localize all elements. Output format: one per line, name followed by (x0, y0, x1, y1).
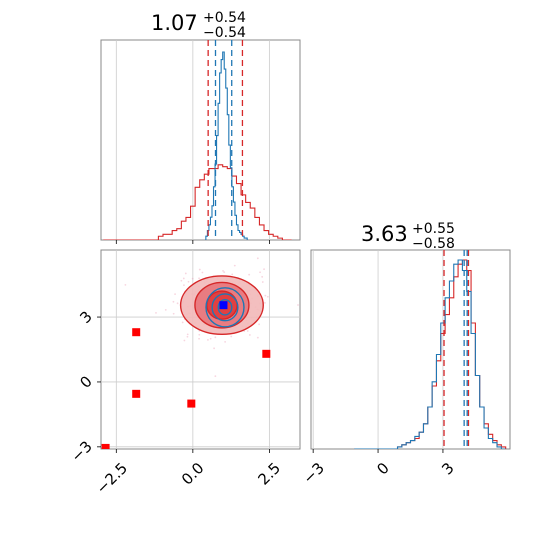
param1-marginal-histograms (103, 51, 292, 240)
param2-quantile-lines (443, 250, 470, 449)
joint-sample-point (172, 312, 175, 315)
param1-title-plus: +0.54 (203, 10, 246, 26)
joint-sample-point (186, 333, 189, 336)
joint-sample-point (246, 330, 249, 332)
joint-sample-point (230, 335, 233, 338)
joint-sample-point (182, 277, 185, 280)
joint-sample-point (164, 308, 167, 311)
joint-sample-point (201, 271, 204, 274)
param2-marginal-histograms (354, 259, 507, 449)
joint-sample-point (172, 300, 175, 303)
joint-sample-point (198, 268, 201, 271)
param1-marginal-frame (100, 39, 301, 241)
joint-panel: −3 0 3 −2.5 0.0 2.5 (67, 249, 301, 498)
param2-x-tick-label: −3 (300, 459, 328, 487)
joint-sample-point (207, 339, 209, 341)
joint-sample-point (256, 336, 259, 339)
joint-x-ticks: −2.5 0.0 2.5 (93, 449, 285, 498)
param1-title-minus: −0.54 (203, 25, 246, 41)
param1-quantile-lines (207, 40, 244, 240)
joint-y-tick-label: 3 (76, 308, 95, 327)
param2-title-value: 3.63 (361, 222, 408, 246)
joint-sample-point (198, 333, 201, 336)
joint-red-square-marker (132, 328, 141, 337)
joint-sample-point (181, 321, 184, 324)
joint-red-square-marker (262, 349, 271, 358)
joint-sample-point (248, 273, 251, 276)
joint-sample-point (198, 277, 200, 280)
joint-sample-point (259, 271, 261, 274)
joint-red-square-marker (101, 443, 110, 449)
joint-sample-point (264, 302, 266, 304)
param2-blue-histogram (354, 259, 506, 449)
param1-marginal-panel: 1.07 +0.54 −0.54 (100, 10, 301, 244)
joint-red-square-marker (187, 399, 196, 408)
joint-sample-point (155, 312, 157, 314)
joint-sample-point (231, 273, 234, 276)
joint-blue-contour-mid (211, 293, 239, 322)
joint-sample-point (191, 277, 194, 280)
joint-sample-point (209, 337, 212, 340)
param1-title: 1.07 (151, 11, 198, 35)
joint-sample-point (214, 375, 217, 378)
joint-sample-point (224, 340, 227, 343)
joint-sample-point (174, 293, 176, 296)
param2-title-plus: +0.55 (412, 221, 455, 237)
joint-sample-point (261, 281, 264, 283)
joint-red-square-marker (132, 389, 141, 398)
param1-marginal-grid (115, 40, 270, 244)
joint-x-tick-label: −2.5 (93, 459, 131, 497)
joint-blue-contour-inner (217, 299, 233, 316)
joint-sample-point (180, 279, 183, 282)
joint-y-ticks: −3 0 3 (67, 308, 101, 466)
joint-x-tick-label: 2.5 (255, 459, 285, 489)
joint-sample-point (248, 334, 251, 336)
joint-sample-point (266, 295, 269, 298)
joint-sample-point (187, 280, 190, 283)
joint-sample-point (256, 257, 259, 260)
joint-y-tick-label: −3 (67, 437, 95, 465)
joint-sample-point (297, 304, 299, 306)
param1-red-histogram (103, 164, 292, 240)
param2-x-tick-label: 0 (373, 459, 392, 478)
param2-x-ticks: −3 0 3 (300, 449, 458, 487)
joint-sample-point (186, 335, 189, 338)
joint-sample-point (261, 275, 264, 278)
joint-blue-contour-outer (205, 287, 245, 328)
param2-marginal-grid (312, 250, 444, 449)
joint-y-tick-label: 0 (76, 372, 95, 391)
param2-marginal-panel: −3 0 3 3.63 +0.55 −0.58 (300, 221, 511, 487)
joint-sample-point (223, 271, 226, 274)
joint-blue-square-marker (219, 301, 228, 310)
joint-sample-point (184, 272, 187, 275)
joint-sample-point (124, 284, 127, 286)
joint-sample-point (183, 339, 186, 342)
joint-sample-point (213, 347, 215, 350)
joint-sample-point (233, 264, 236, 267)
joint-sample-point (176, 302, 179, 305)
param1-title-value: 1.07 (151, 11, 198, 35)
joint-sample-point (183, 284, 185, 287)
joint-sample-point (263, 268, 265, 271)
joint-x-tick-label: 0.0 (178, 459, 208, 489)
joint-sample-point (258, 323, 261, 326)
param2-marginal-frame (310, 249, 511, 450)
param1-blue-histogram (205, 51, 248, 240)
joint-sample-point (198, 337, 200, 340)
joint-sample-point (214, 336, 217, 339)
param2-title: 3.63 (361, 222, 408, 246)
param2-x-tick-label: 3 (438, 459, 457, 478)
joint-sample-point (222, 269, 224, 272)
joint-sample-point (264, 294, 267, 297)
param2-title-minus: −0.58 (412, 236, 455, 252)
joint-markers (101, 301, 271, 449)
